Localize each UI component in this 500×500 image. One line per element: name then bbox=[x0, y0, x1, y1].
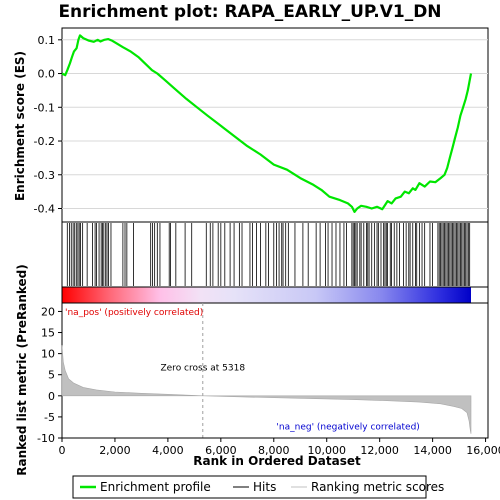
es-y-ticks: 0.1 0.0 -0.1 -0.2 -0.3 -0.4 bbox=[34, 34, 62, 216]
es-y-tick-label: -0.2 bbox=[34, 135, 55, 148]
es-y-tick-label: -0.1 bbox=[34, 101, 55, 114]
x-tick-label: 6,000 bbox=[205, 444, 237, 457]
x-tick-label: 10,000 bbox=[307, 444, 346, 457]
legend-metric-label: Ranking metric scores bbox=[311, 480, 444, 494]
rank-colorbar-fill bbox=[62, 287, 471, 303]
x-axis: 0 2,000 4,000 6,000 8,000 10,000 12,000 14,000 1… bbox=[59, 437, 500, 457]
es-curve-group bbox=[61, 34, 473, 213]
legend: Enrichment profile Hits Ranking metric s… bbox=[72, 475, 444, 499]
ranked-metric-panel: 20 15 10 5 0 -5 -10 Zero cross at 5318 'na_pos… bbox=[15, 264, 489, 476]
es-y-tick-label: -0.4 bbox=[34, 203, 55, 216]
x-tick-label: 2,000 bbox=[99, 444, 131, 457]
zero-cross-label: Zero cross at 5318 bbox=[160, 364, 245, 374]
negative-correlation-label: 'na_neg' (negatively correlated) bbox=[276, 423, 419, 433]
x-tick-label: 4,000 bbox=[152, 444, 184, 457]
es-plot-frame bbox=[61, 27, 489, 223]
legend-hits-label: Hits bbox=[253, 480, 276, 494]
metric-y-tick-label: 10 bbox=[41, 348, 55, 361]
legend-box bbox=[72, 475, 427, 499]
x-tick-label: 8,000 bbox=[258, 444, 290, 457]
es-gridlines bbox=[62, 39, 488, 210]
x-tick-label: 14,000 bbox=[413, 444, 452, 457]
metric-y-ticks: 20 15 10 5 0 -5 -10 bbox=[37, 305, 62, 445]
chart-title: Enrichment plot: RAPA_EARLY_UP.V1_DN bbox=[58, 2, 441, 22]
positive-correlation-label: 'na_pos' (positively correlated) bbox=[65, 308, 203, 318]
es-y-tick-label: -0.3 bbox=[34, 169, 55, 182]
hits-panel bbox=[61, 221, 489, 288]
x-axis-label: Rank in Ordered Dataset bbox=[193, 454, 361, 468]
metric-y-tick-label: 0 bbox=[48, 390, 55, 403]
metric-y-tick-label: 20 bbox=[41, 305, 55, 318]
x-tick-label: 0 bbox=[59, 444, 66, 457]
es-y-tick-label: 0.0 bbox=[38, 68, 56, 81]
metric-y-axis-label: Ranked list metric (PreRanked) bbox=[15, 264, 29, 476]
rank-colorbar bbox=[61, 286, 489, 304]
es-y-tick-label: 0.1 bbox=[38, 34, 56, 47]
metric-y-tick-label: 15 bbox=[41, 327, 55, 340]
legend-enrichment-label: Enrichment profile bbox=[100, 480, 211, 494]
metric-y-tick-label: 5 bbox=[48, 369, 55, 382]
x-tick-label: 16,000 bbox=[466, 444, 500, 457]
es-panel: 0.1 0.0 -0.1 -0.2 -0.3 -0.4 Enrichment score … bbox=[13, 27, 489, 223]
metric-frame bbox=[61, 302, 489, 439]
metric-y-tick-label: -5 bbox=[44, 411, 55, 424]
x-tick-label: 12,000 bbox=[360, 444, 399, 457]
hits-frame bbox=[61, 221, 489, 288]
metric-y-tick-label: -10 bbox=[37, 432, 55, 445]
es-y-axis-label: Enrichment score (ES) bbox=[13, 51, 27, 201]
ranking-metric-area bbox=[61, 345, 472, 434]
enrichment-profile-line bbox=[61, 34, 473, 213]
hit-lines bbox=[66, 223, 471, 286]
